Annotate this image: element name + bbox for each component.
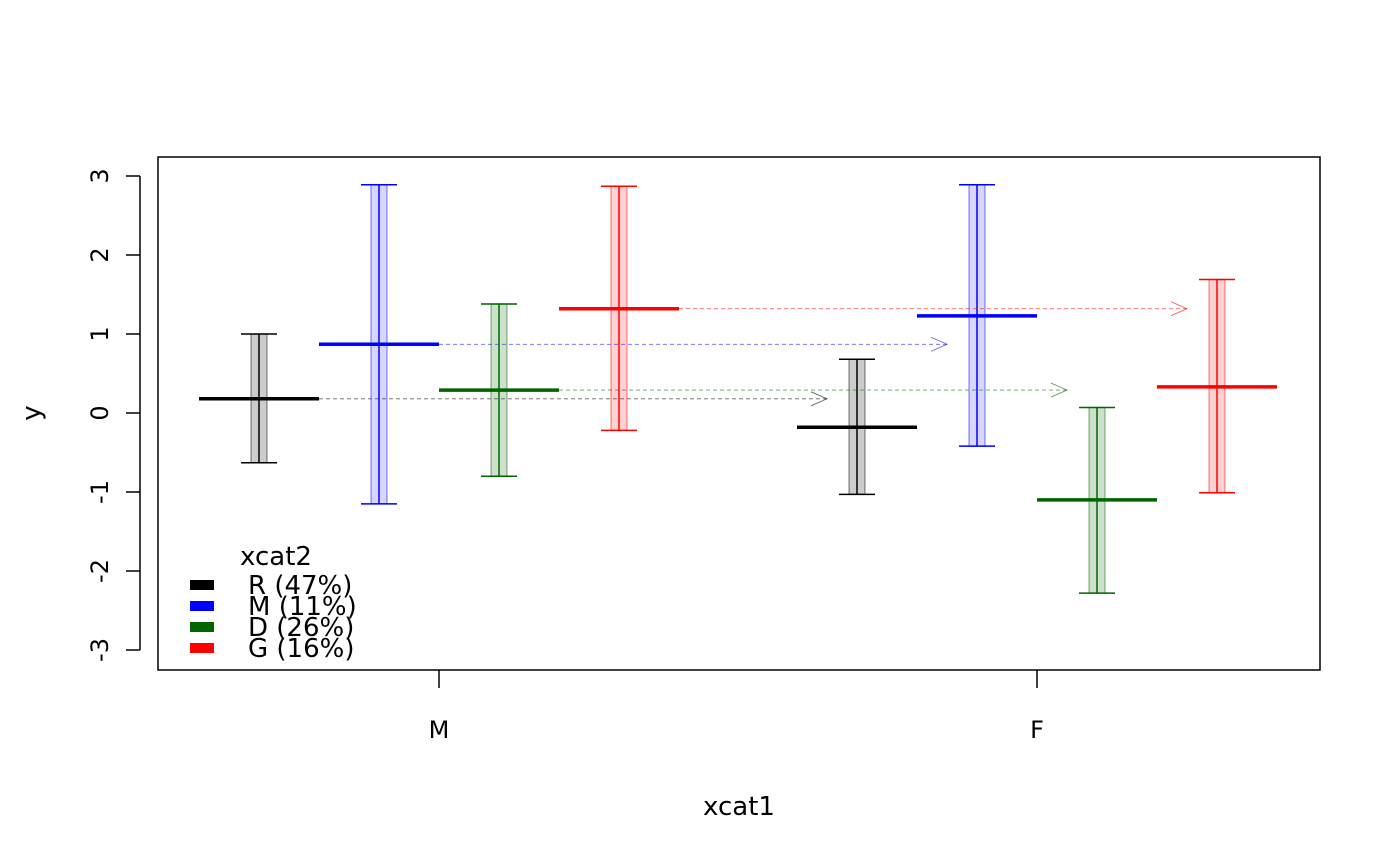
- legend-swatch: [190, 643, 214, 653]
- plot-frame: [157, 156, 1321, 671]
- x-tick-label: F: [1030, 716, 1044, 744]
- y-tick-label: 2: [86, 247, 114, 262]
- y-tick-label: -2: [86, 559, 114, 583]
- legend: xcat2 R (47%)M (11%)D (26%)G (16%): [190, 542, 357, 664]
- y-axis-title: y: [17, 405, 47, 420]
- connector-arrowhead: [1050, 382, 1069, 398]
- y-tick-label: 0: [86, 405, 114, 420]
- legend-title: xcat2: [240, 542, 312, 572]
- connector-arrowhead: [930, 336, 949, 352]
- y-tick-label: -1: [86, 480, 114, 504]
- x-tick-label: M: [429, 716, 450, 744]
- series-2: [439, 303, 1157, 594]
- connector-arrowhead: [1170, 301, 1189, 317]
- legend-swatch: [190, 601, 214, 611]
- y-tick-label: -3: [86, 638, 114, 662]
- series-1: [319, 183, 1037, 505]
- series-0: [199, 333, 917, 496]
- y-axis: -3 -2 -1 0 1 2 3: [86, 168, 141, 662]
- x-axis-title: xcat1: [703, 792, 775, 822]
- series-layer: [199, 183, 1277, 594]
- legend-label: G (16%): [248, 634, 355, 664]
- y-tick-label: 1: [86, 326, 114, 341]
- legend-swatch: [190, 622, 214, 632]
- legend-label: M (11%): [248, 592, 357, 622]
- connector-arrowhead: [810, 391, 829, 407]
- y-tick-label: 3: [86, 168, 114, 183]
- series-3: [559, 185, 1277, 494]
- legend-swatch: [190, 580, 214, 590]
- legend-label: R (47%): [248, 571, 352, 601]
- legend-label: D (26%): [248, 613, 354, 643]
